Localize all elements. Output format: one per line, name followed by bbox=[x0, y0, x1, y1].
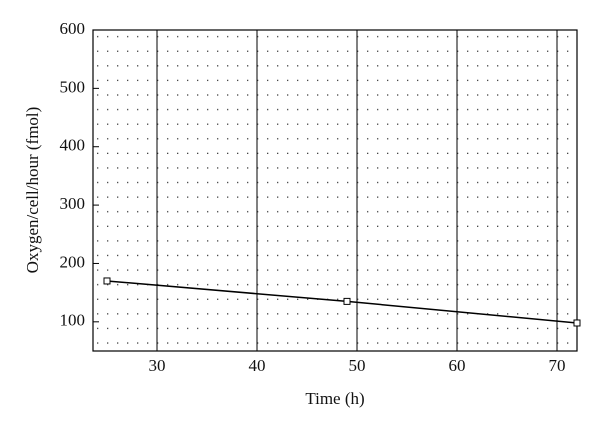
y-tick-label: 500 bbox=[60, 77, 86, 96]
y-axis-label: Oxygen/cell/hour (fmol) bbox=[23, 107, 42, 274]
plot-layer bbox=[93, 29, 558, 351]
y-tick-label: 600 bbox=[60, 19, 86, 38]
data-point bbox=[103, 277, 111, 285]
x-tick-label: 30 bbox=[149, 356, 166, 375]
y-tick-label: 200 bbox=[60, 252, 86, 271]
y-tick-label: 400 bbox=[60, 136, 86, 155]
x-tick-label: 50 bbox=[349, 356, 366, 375]
minor-grid bbox=[93, 30, 577, 351]
x-tick-label: 70 bbox=[549, 356, 566, 375]
x-tick-label: 60 bbox=[449, 356, 466, 375]
data-point bbox=[343, 297, 351, 305]
plot-frame bbox=[92, 29, 578, 352]
y-tick-label: 100 bbox=[60, 311, 86, 330]
data-point bbox=[573, 319, 581, 327]
x-axis-label: Time (h) bbox=[305, 389, 364, 408]
y-tick-label: 300 bbox=[60, 194, 86, 213]
x-tick-label: 40 bbox=[249, 356, 266, 375]
